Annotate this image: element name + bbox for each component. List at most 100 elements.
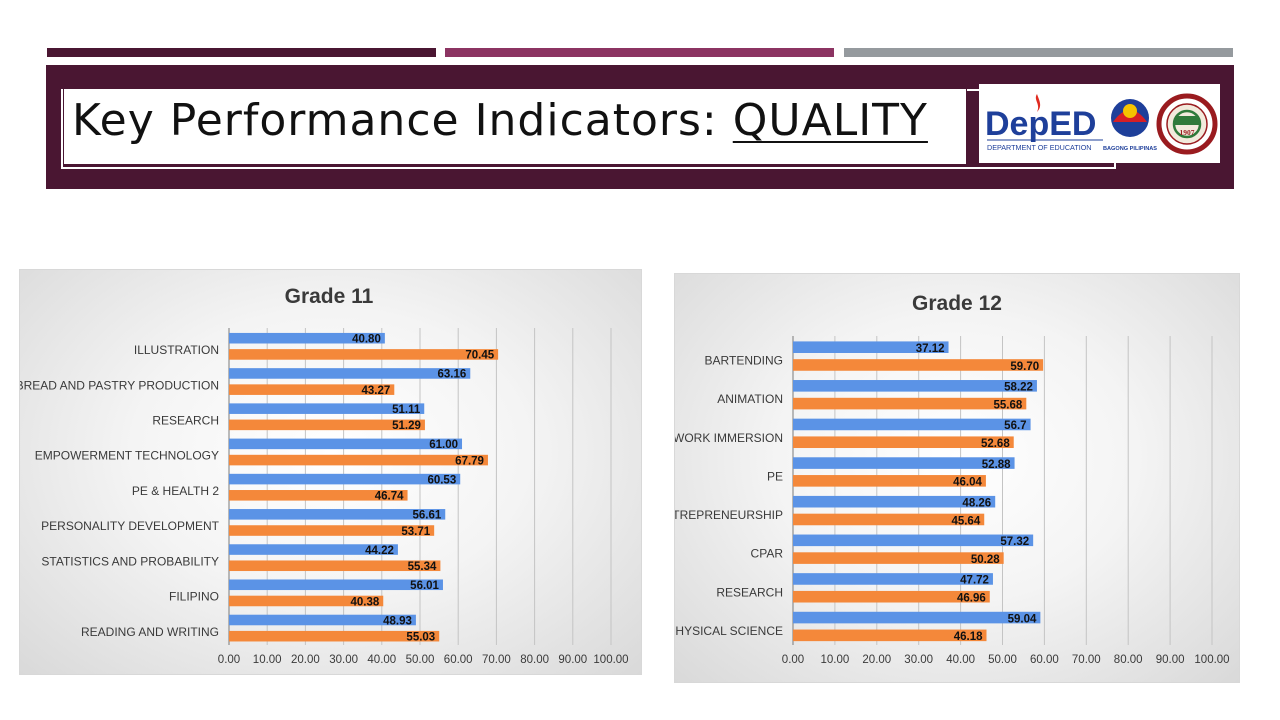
x-tick-label: 80.00	[1114, 654, 1143, 666]
x-tick-label: 10.00	[821, 654, 850, 666]
x-tick-label: 70.00	[482, 654, 511, 666]
category-label: STATISTICS AND PROBABILITY	[41, 554, 219, 568]
bar-series-2	[229, 595, 384, 607]
data-label: 60.53	[427, 474, 456, 486]
data-label: 45.64	[951, 515, 980, 527]
data-label: 61.00	[429, 439, 458, 451]
deped-logo: DepED DEPARTMENT OF EDUCATION	[985, 94, 1103, 152]
x-tick-label: 10.00	[253, 654, 282, 666]
category-label: FILIPINO	[169, 590, 219, 604]
x-tick-label: 30.00	[329, 654, 358, 666]
bar-series-2	[229, 349, 499, 360]
data-label: 55.34	[408, 561, 437, 573]
category-label: CPAR	[751, 547, 784, 561]
bar-series-2	[229, 560, 441, 572]
data-label: 55.68	[994, 399, 1023, 411]
chart-grade-11-svg: Grade 11 0.00 10.00 20.00 30.00 40.00 50.00 60.…	[20, 285, 629, 666]
bar-series-2	[793, 436, 1014, 449]
logo-strip: DepED DEPARTMENT OF EDUCATION BAGONG PIL…	[979, 84, 1220, 163]
category-label: RESEARCH	[152, 414, 219, 428]
bar-series-1	[793, 457, 1015, 469]
bar-series-1	[229, 473, 461, 485]
x-tick-label: 50.00	[406, 654, 435, 666]
bar-series-1	[793, 495, 996, 508]
data-label: 47.72	[960, 575, 989, 587]
data-label: 51.11	[392, 404, 421, 416]
category-label: BREAD AND PASTRY PRODUCTION	[20, 378, 219, 392]
accent-bar-gray	[844, 48, 1233, 57]
logos: DepED DEPARTMENT OF EDUCATION BAGONG PIL…	[985, 93, 1218, 155]
x-tick-label: 50.00	[988, 654, 1017, 666]
slide-title-prefix: Key Performance Indicators:	[72, 95, 733, 146]
bar-series-2	[229, 384, 395, 395]
category-label: PERSONALITY DEVELOPMENT	[41, 519, 219, 533]
data-label: 67.79	[455, 455, 484, 467]
bar-series-1	[793, 611, 1041, 624]
data-label: 55.03	[406, 631, 435, 643]
x-tick-label: 20.00	[291, 654, 320, 666]
data-label: 59.04	[1008, 613, 1037, 625]
x-tick-label: 0.00	[782, 654, 804, 666]
bar-series-1	[229, 544, 398, 555]
torch-flame-icon	[1035, 94, 1041, 112]
school-building-icon	[1175, 116, 1199, 125]
category-label: WORK IMMERSION	[675, 431, 783, 445]
bar-series-1	[793, 573, 993, 585]
chart-grade-11: Grade 11 0.00 10.00 20.00 30.00 40.00 50.00 60.…	[19, 269, 642, 675]
data-label: 51.29	[392, 420, 421, 432]
bar-series-2	[793, 475, 986, 487]
data-label: 52.88	[982, 459, 1011, 471]
bar-series-1	[229, 438, 463, 450]
category-label: BARTENDING	[705, 354, 783, 368]
data-label: 46.04	[953, 477, 982, 489]
data-label: 46.96	[957, 593, 986, 605]
bar-series-1	[793, 534, 1034, 547]
bar-series-2	[793, 552, 1004, 564]
data-label: 53.71	[401, 526, 430, 538]
x-tick-label: 0.00	[218, 654, 240, 666]
data-label: 63.16	[437, 369, 466, 381]
x-tick-label: 40.00	[367, 654, 396, 666]
accent-bar-maroon	[47, 48, 436, 57]
chart-grade-12-svg: Grade 12 0.00 10.00 20.00 30.00 40.00 50.00 60.…	[675, 292, 1230, 666]
data-label: 37.12	[916, 343, 945, 355]
category-label: READING AND WRITING	[81, 625, 219, 639]
data-label: 52.68	[981, 438, 1010, 450]
school-seal-logo: 1907	[1156, 93, 1218, 155]
data-label: 46.18	[954, 631, 983, 643]
x-tick-label: 40.00	[946, 654, 975, 666]
bar-series-2	[793, 397, 1027, 410]
data-label: 58.22	[1004, 382, 1033, 394]
chart-grade-12: Grade 12 0.00 10.00 20.00 30.00 40.00 50.00 60.…	[674, 273, 1240, 683]
data-label: 48.26	[962, 497, 991, 509]
data-label: 56.7	[1004, 420, 1026, 432]
bar-series-1	[229, 579, 443, 591]
data-label: 57.32	[1000, 536, 1029, 548]
slide-title: Key Performance Indicators: QUALITY	[72, 95, 928, 146]
category-label: RESEARCH	[716, 585, 783, 599]
sun-icon	[1123, 104, 1137, 118]
bar-series-2	[229, 454, 488, 466]
data-label: 40.80	[352, 333, 381, 345]
bar-series-1	[793, 380, 1037, 392]
bar-series-1	[229, 509, 446, 520]
bar-series-1	[229, 403, 425, 414]
bar-series-1	[229, 614, 416, 626]
category-label: PHYSICAL SCIENCE	[675, 624, 783, 638]
bar-series-1	[229, 332, 385, 344]
data-label: 70.45	[465, 350, 494, 362]
bar-series-2	[229, 419, 425, 431]
category-label: ENTREPRENEURSHIP	[675, 508, 783, 522]
data-label: 43.27	[362, 385, 391, 397]
slide-title-keyword: QUALITY	[732, 95, 928, 146]
title-frame: Key Performance Indicators: QUALITY	[61, 88, 1116, 169]
data-label: 59.70	[1010, 361, 1039, 373]
x-tick-label: 30.00	[904, 654, 933, 666]
chart-title: Grade 11	[285, 285, 374, 308]
data-label: 48.93	[383, 615, 412, 627]
x-tick-label: 60.00	[1030, 654, 1059, 666]
data-label: 50.28	[971, 554, 1000, 566]
data-label: 56.01	[410, 580, 439, 592]
data-label: 56.61	[412, 510, 441, 522]
category-label: PE & HEALTH 2	[132, 484, 219, 498]
